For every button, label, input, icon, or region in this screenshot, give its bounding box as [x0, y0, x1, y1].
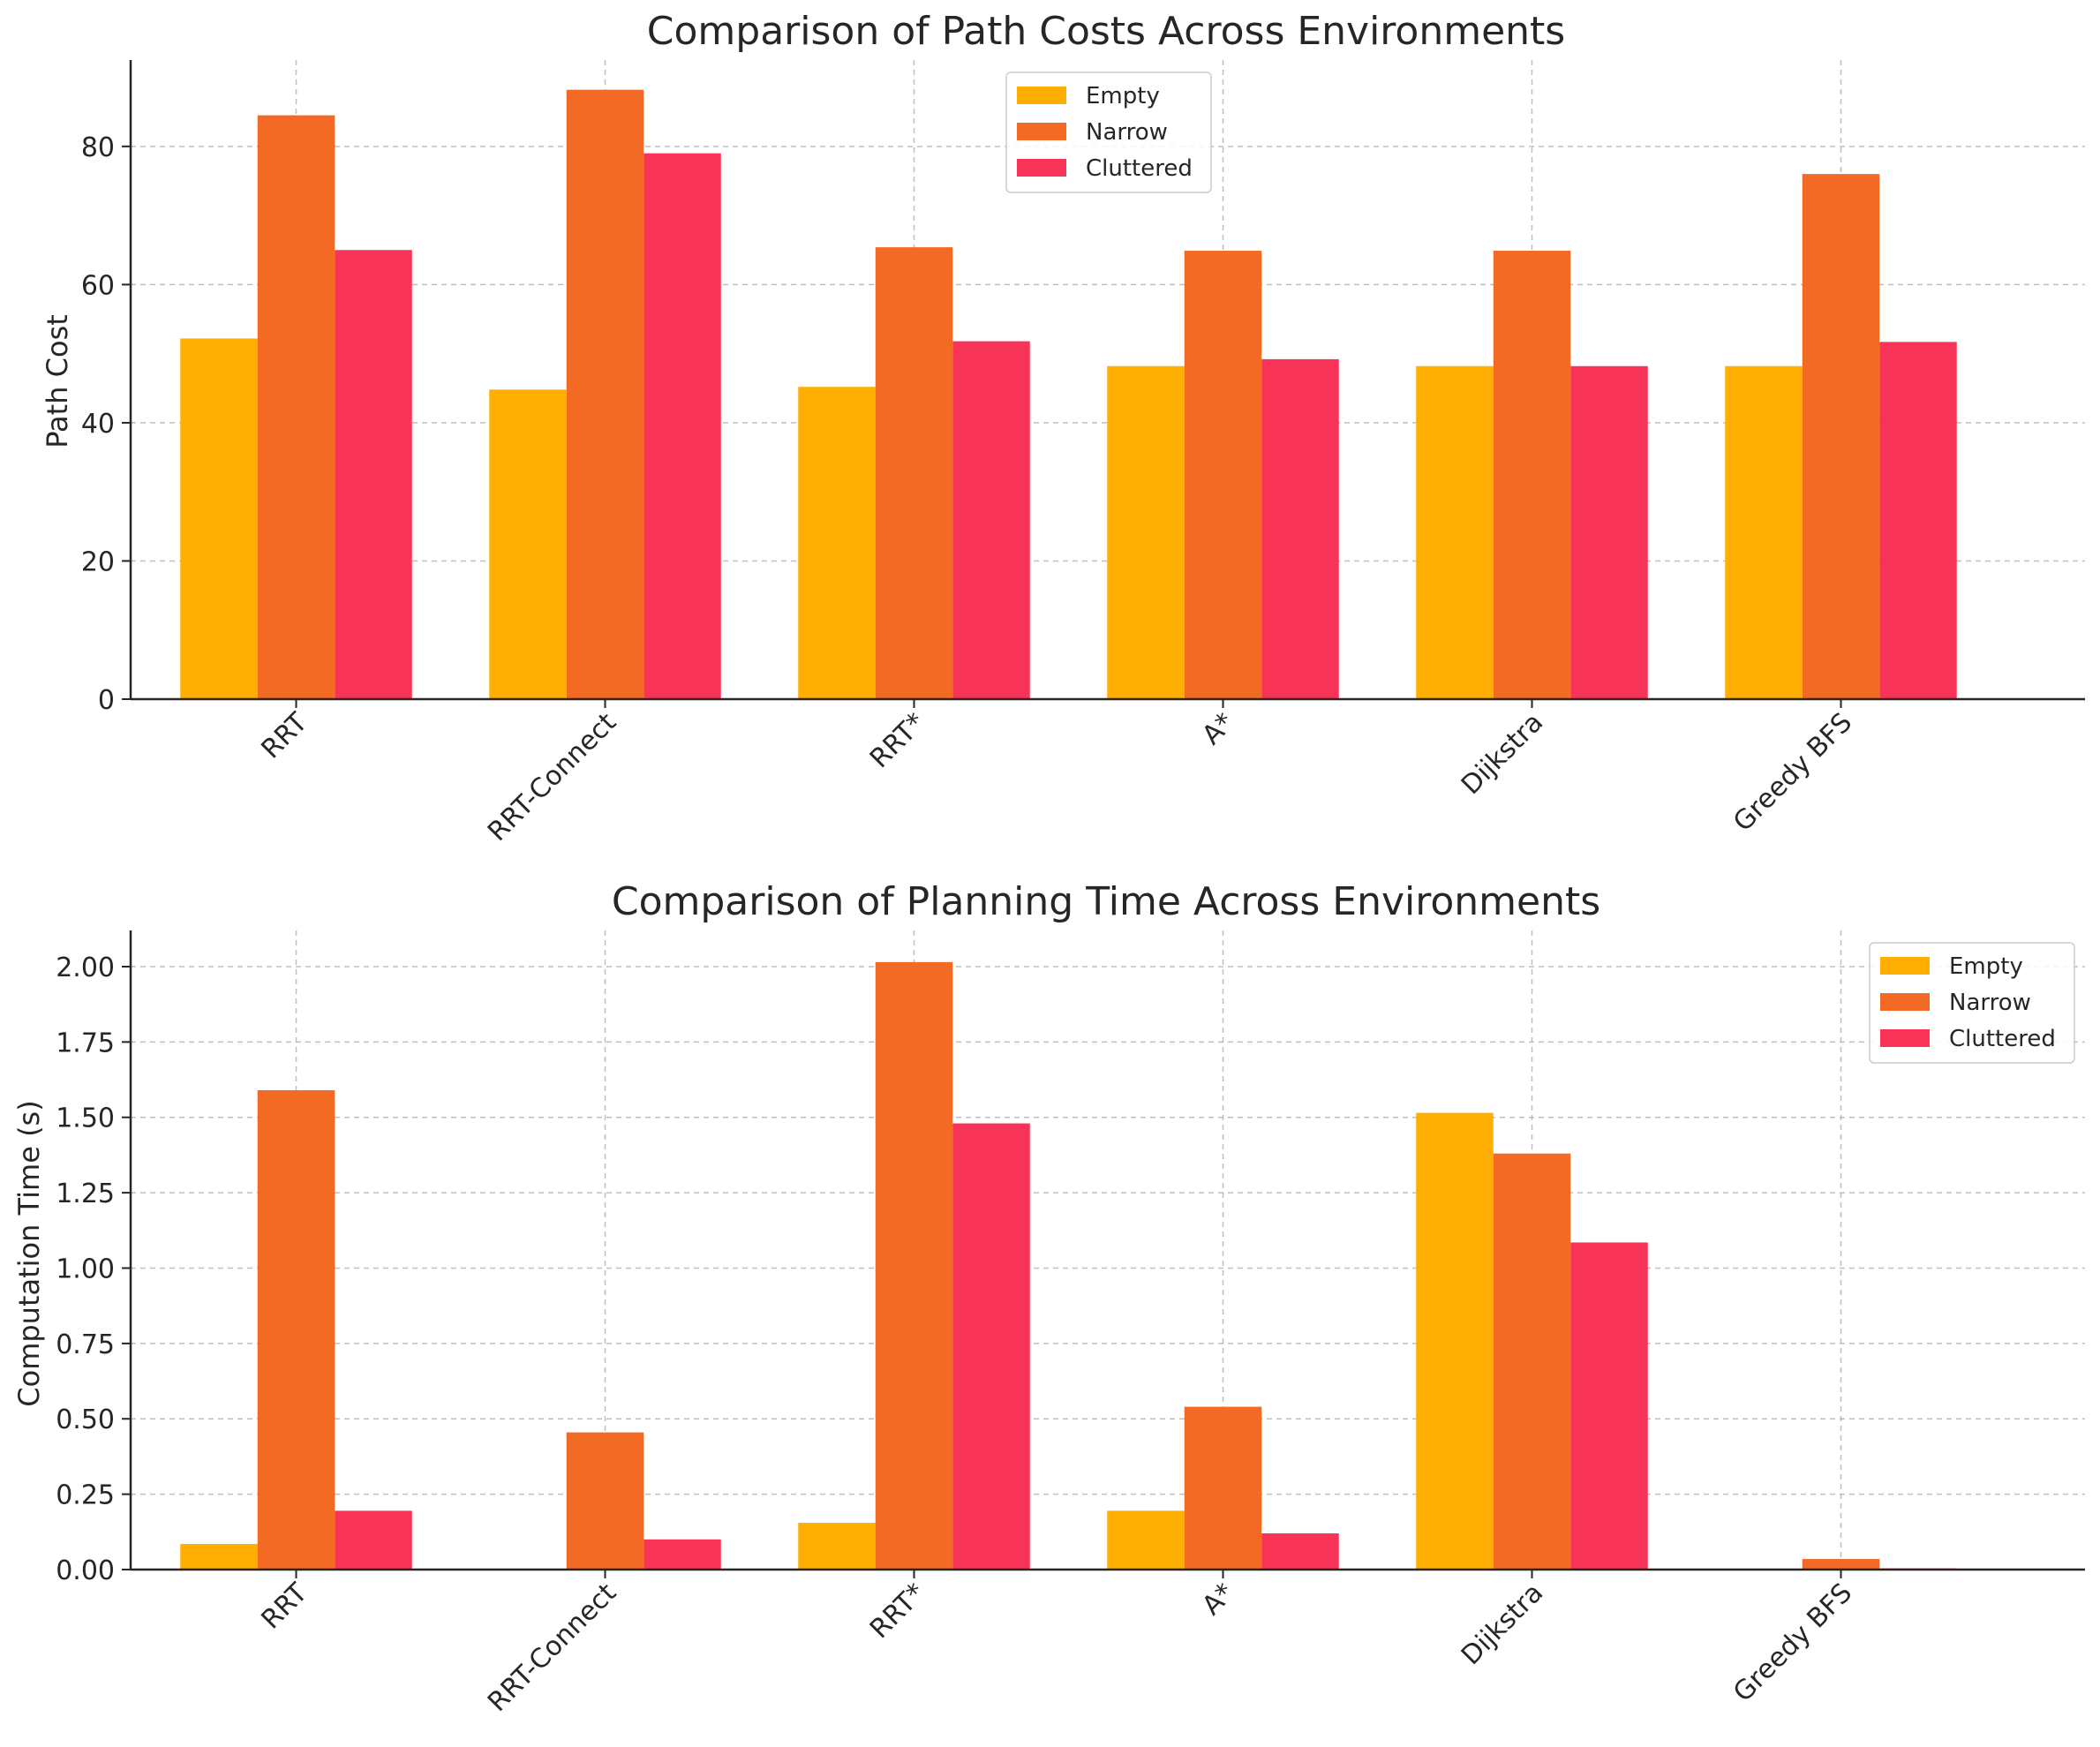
bar-cluttered-a — [1261, 1533, 1339, 1570]
y-tick-label: 0 — [98, 685, 115, 716]
bars — [180, 89, 1957, 700]
y-tick-label: 0.00 — [56, 1555, 115, 1586]
bar-empty-rrt — [180, 1543, 258, 1570]
bar-empty-rrt — [798, 387, 876, 699]
planning-time-chart: Comparison of Planning Time Across Envir… — [12, 879, 2085, 1718]
y-axis-label: Computation Time (s) — [12, 1100, 46, 1406]
x-ticks: RRT RRT-Connect RRT* A* Dijkstra Greedy BFS — [256, 699, 1858, 847]
y-tick-label: 0.75 — [56, 1329, 115, 1360]
x-ticks: RRT RRT-Connect RRT* A* Dijkstra Greedy BFS — [256, 1570, 1858, 1718]
bar-empty-greedy-bfs — [1725, 365, 1803, 699]
bar-narrow-a — [1184, 251, 1262, 699]
y-tick-label: 1.25 — [56, 1178, 115, 1209]
y-tick-label: 2.00 — [56, 953, 115, 983]
bar-empty-rrt-connect — [489, 389, 567, 699]
legend-label-narrow: Narrow — [1949, 990, 2031, 1016]
x-tick-label: Dijkstra — [1456, 707, 1549, 801]
x-tick-label: A* — [1196, 1578, 1240, 1622]
legend-swatch-narrow — [1017, 123, 1066, 140]
bar-cluttered-rrt — [335, 250, 412, 699]
bar-cluttered-dijkstra — [1570, 1242, 1648, 1570]
legend-swatch-narrow — [1880, 993, 1930, 1011]
bar-cluttered-rrt-connect — [644, 1539, 721, 1570]
legend: Empty Narrow Cluttered — [1869, 942, 2075, 1064]
x-tick-label: Dijkstra — [1456, 1578, 1549, 1671]
legend-label-empty: Empty — [1949, 953, 2023, 980]
legend-label-cluttered: Cluttered — [1949, 1026, 2056, 1052]
bar-empty-a — [1107, 1510, 1185, 1570]
bar-cluttered-rrt — [335, 1510, 412, 1570]
bar-empty-dijkstra — [1416, 365, 1494, 699]
chart-title: Comparison of Path Costs Across Environm… — [647, 9, 1565, 54]
legend-label-empty: Empty — [1086, 83, 1160, 109]
axes — [129, 930, 2085, 1571]
x-tick-label: RRT* — [864, 707, 931, 774]
bar-cluttered-greedy-bfs — [1879, 342, 1957, 699]
grid-lines — [131, 930, 2085, 1570]
bar-narrow-greedy-bfs — [1802, 174, 1880, 700]
legend-swatch-empty — [1017, 87, 1066, 104]
bar-cluttered-rrt — [952, 1123, 1030, 1570]
x-tick-label: RRT-Connect — [482, 1578, 622, 1718]
bar-cluttered-dijkstra — [1570, 365, 1648, 699]
x-tick-label: RRT* — [864, 1578, 931, 1645]
legend-swatch-cluttered — [1017, 159, 1066, 177]
x-tick-label: RRT — [256, 706, 314, 764]
bar-cluttered-rrt-connect — [644, 153, 721, 700]
legend-label-cluttered: Cluttered — [1086, 155, 1193, 182]
y-tick-label: 1.75 — [56, 1028, 115, 1058]
bar-narrow-rrt — [875, 247, 953, 699]
x-tick-label: Greedy BFS — [1727, 1578, 1858, 1708]
bar-narrow-rrt-connect — [566, 1432, 644, 1570]
x-tick-label: RRT-Connect — [482, 707, 622, 847]
y-tick-label: 20 — [81, 546, 115, 577]
x-tick-label: RRT — [256, 1577, 314, 1635]
bar-narrow-dijkstra — [1493, 1153, 1571, 1570]
path-cost-chart: Comparison of Path Costs Across Environm… — [41, 9, 2085, 847]
y-tick-label: 0.25 — [56, 1480, 115, 1511]
axes — [129, 60, 2085, 701]
bars — [180, 961, 1957, 1570]
y-tick-label: 80 — [81, 132, 115, 163]
y-tick-label: 40 — [81, 409, 115, 440]
bar-narrow-rrt — [257, 115, 335, 699]
y-ticks: 0.00 0.25 0.50 0.75 1.00 1.25 1.50 1.75 2.00 — [56, 953, 131, 1586]
bar-narrow-a — [1184, 1406, 1262, 1570]
y-axis-label: Path Cost — [41, 314, 74, 448]
legend: Empty Narrow Cluttered — [1005, 72, 1212, 193]
bar-empty-rrt — [180, 338, 258, 699]
bar-empty-a — [1107, 365, 1185, 699]
legend-swatch-empty — [1880, 957, 1930, 975]
bar-narrow-greedy-bfs — [1802, 1559, 1880, 1570]
legend-swatch-cluttered — [1880, 1029, 1930, 1047]
y-ticks: 0 20 40 60 80 — [81, 132, 131, 716]
bar-narrow-rrt-connect — [566, 89, 644, 699]
y-tick-label: 1.50 — [56, 1103, 115, 1134]
x-tick-label: Greedy BFS — [1727, 707, 1858, 838]
bar-empty-dijkstra — [1416, 1112, 1494, 1570]
x-tick-label: A* — [1196, 707, 1240, 751]
y-tick-label: 1.00 — [56, 1254, 115, 1284]
legend-label-narrow: Narrow — [1086, 119, 1168, 146]
bar-cluttered-rrt — [952, 341, 1030, 699]
bar-empty-rrt — [798, 1523, 876, 1570]
chart-title: Comparison of Planning Time Across Envir… — [612, 879, 1600, 924]
bar-narrow-dijkstra — [1493, 251, 1571, 699]
y-tick-label: 0.50 — [56, 1404, 115, 1435]
bar-narrow-rrt — [257, 1090, 335, 1570]
y-tick-label: 60 — [81, 270, 115, 301]
bar-narrow-rrt — [875, 961, 953, 1570]
bar-cluttered-a — [1261, 358, 1339, 699]
